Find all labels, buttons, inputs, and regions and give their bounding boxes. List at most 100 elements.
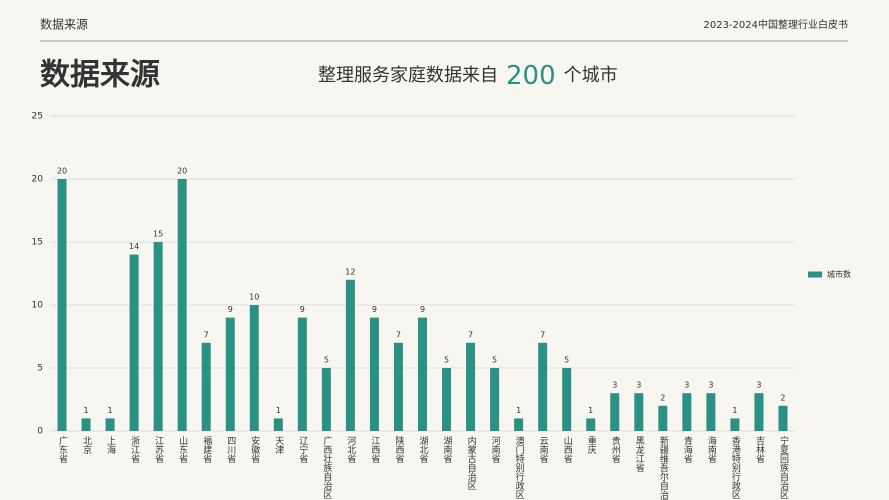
value-label: 1 <box>516 406 521 415</box>
bar <box>586 418 596 431</box>
bar <box>490 368 500 431</box>
bar <box>201 342 211 431</box>
x-tick-label: 宁夏回族自治区 <box>778 435 789 499</box>
legend-swatch <box>808 271 822 278</box>
bar <box>682 393 692 431</box>
bar <box>778 405 788 431</box>
bar <box>538 342 548 431</box>
bar <box>345 279 355 431</box>
bar <box>514 418 524 431</box>
x-tick-label: 北京 <box>81 436 92 455</box>
x-tick-label: 陕西省 <box>393 435 404 464</box>
value-label: 20 <box>57 167 67 176</box>
bar <box>273 418 283 431</box>
value-label: 2 <box>660 393 665 402</box>
x-tick-label: 贵州省 <box>610 435 621 464</box>
x-tick-label: 广西壮族自治区 <box>321 435 332 499</box>
bar <box>466 342 476 431</box>
bar <box>297 317 307 431</box>
value-label: 3 <box>684 381 689 390</box>
value-label: 15 <box>153 230 163 239</box>
y-tick-label: 10 <box>32 301 44 311</box>
bar <box>129 254 139 431</box>
x-tick-label: 浙江省 <box>129 435 140 464</box>
x-tick-label: 香港特别行政区 <box>730 436 741 499</box>
subtitle: 整理服务家庭数据来自 200 个城市 <box>318 61 618 91</box>
value-label: 3 <box>612 381 617 390</box>
value-label: 1 <box>588 406 593 415</box>
x-tick-label: 海南省 <box>706 435 717 464</box>
bar <box>81 418 91 431</box>
y-tick-label: 0 <box>37 427 43 437</box>
y-tick-label: 5 <box>37 364 43 374</box>
bar <box>393 342 403 431</box>
bar <box>177 179 187 431</box>
header-section: 数据来源 <box>40 17 88 32</box>
value-label: 7 <box>204 330 209 339</box>
value-label: 2 <box>780 393 785 402</box>
value-label: 12 <box>345 267 355 276</box>
x-tick-label: 福建省 <box>201 435 212 464</box>
x-tick-label: 辽宁省 <box>297 436 308 464</box>
value-label: 7 <box>468 330 473 339</box>
bar <box>225 317 235 431</box>
bar <box>658 405 668 431</box>
value-label: 1 <box>84 406 89 415</box>
value-label: 7 <box>396 330 401 339</box>
legend-label: 城市数 <box>827 269 851 279</box>
bar <box>153 242 163 431</box>
bar <box>105 418 115 431</box>
bar <box>418 317 427 431</box>
bar <box>57 179 67 431</box>
x-tick-label: 湖北省 <box>418 436 429 464</box>
value-label: 1 <box>732 406 737 415</box>
bar <box>610 393 620 431</box>
bar <box>634 393 644 431</box>
bar <box>442 368 452 431</box>
value-label: 5 <box>444 356 449 365</box>
value-label: 9 <box>372 305 377 314</box>
value-label: 10 <box>249 293 259 302</box>
value-label: 5 <box>492 356 497 365</box>
subtitle-prefix: 整理服务家庭数据来自 <box>318 65 498 86</box>
subtitle-suffix: 个城市 <box>564 65 618 86</box>
x-tick-label: 山东省 <box>177 436 188 464</box>
header-report: 2023-2024中国整理行业白皮书 <box>703 18 848 31</box>
value-label: 14 <box>129 242 139 251</box>
subtitle-number: 200 <box>506 61 556 91</box>
value-label: 5 <box>324 356 329 365</box>
y-tick-label: 20 <box>32 175 44 185</box>
value-label: 3 <box>636 381 641 390</box>
x-tick-label: 山西省 <box>562 436 573 464</box>
x-tick-label: 天津 <box>273 436 284 455</box>
value-label: 3 <box>708 381 713 390</box>
x-tick-label: 新疆维吾尔自治区 <box>658 435 669 500</box>
x-tick-label: 青海省 <box>682 435 693 464</box>
x-tick-label: 广东省 <box>57 435 68 464</box>
x-tick-label: 吉林省 <box>754 436 765 464</box>
value-label: 9 <box>300 305 305 314</box>
value-label: 9 <box>420 305 425 314</box>
bar <box>369 317 379 431</box>
x-tick-label: 内蒙古自治区 <box>466 435 477 490</box>
bar <box>321 368 331 431</box>
bar <box>754 393 764 431</box>
x-tick-label: 安徽省 <box>249 435 260 464</box>
value-label: 5 <box>564 356 569 365</box>
x-tick-label: 云南省 <box>538 436 549 464</box>
value-label: 20 <box>177 167 187 176</box>
x-tick-label: 河北省 <box>345 435 356 464</box>
x-tick-label: 重庆 <box>586 435 597 455</box>
bar <box>706 393 716 431</box>
value-label: 1 <box>276 406 281 415</box>
y-tick-label: 15 <box>32 238 43 248</box>
page-title: 数据来源 <box>40 58 160 93</box>
x-tick-label: 黑龙江省 <box>634 436 645 473</box>
bar <box>249 305 259 431</box>
value-label: 1 <box>108 406 113 415</box>
value-label: 7 <box>540 330 545 339</box>
x-tick-label: 河南省 <box>490 435 501 464</box>
bar <box>562 368 572 431</box>
